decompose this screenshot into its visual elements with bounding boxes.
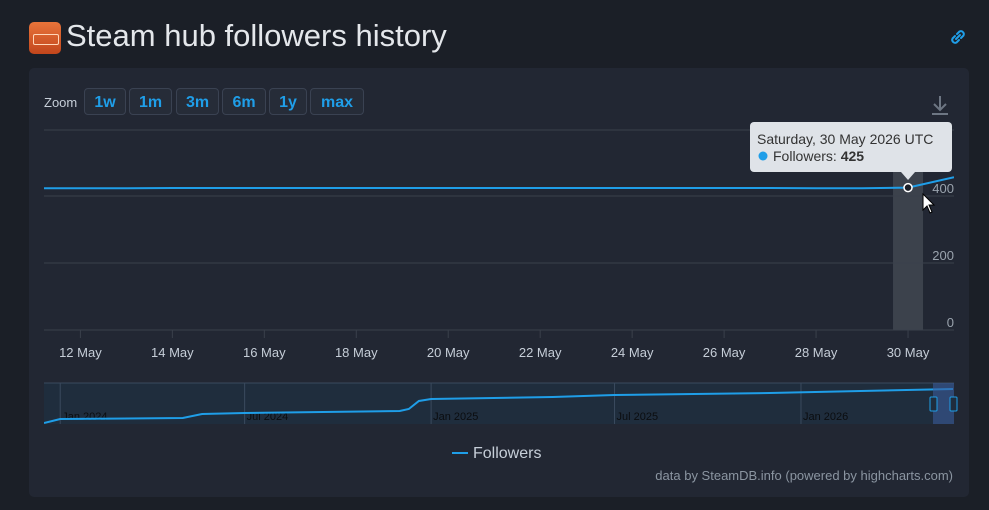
- legend-label: Followers: [473, 445, 541, 462]
- tooltip-label: Followers:: [773, 148, 837, 164]
- x-tick-label: 12 May: [59, 345, 102, 360]
- x-tick-label: 24 May: [611, 345, 654, 360]
- zoom-button[interactable]: 1w: [84, 88, 126, 115]
- zoom-button[interactable]: 1y: [269, 88, 307, 115]
- x-tick-label: 14 May: [151, 345, 194, 360]
- zoom-button[interactable]: max: [310, 88, 364, 115]
- x-tick-label: 18 May: [335, 345, 378, 360]
- x-tick-label: 22 May: [519, 345, 562, 360]
- x-tick-label: 30 May: [887, 345, 930, 360]
- series-line: [44, 176, 954, 190]
- y-tick-label: 0: [947, 315, 954, 330]
- zoom-label: Zoom: [44, 95, 78, 110]
- navigator-tick-label: Jan 2025: [433, 411, 478, 423]
- navigator-tick-label: Jan 2024: [62, 411, 107, 423]
- navigator-handle: [929, 396, 938, 412]
- tooltip-body: Followers: 425: [773, 148, 864, 164]
- zoom-button[interactable]: 1m: [129, 88, 172, 115]
- cursor: [922, 192, 936, 214]
- link-icon[interactable]: [948, 27, 968, 47]
- tooltip-title: Saturday, 30 May 2026 UTC: [757, 131, 933, 147]
- navigator-tick-label: Jul 2025: [617, 411, 659, 423]
- zoom-button[interactable]: 3m: [176, 88, 219, 115]
- navigator-bg: [44, 383, 954, 424]
- navigator-tick-label: Jan 2026: [803, 411, 848, 423]
- tooltip-pointer: [901, 172, 916, 180]
- x-tick-label: 20 May: [427, 345, 470, 360]
- tooltip-marker: [758, 151, 768, 161]
- y-tick-label: 400: [932, 181, 954, 196]
- download-icon[interactable]: [932, 96, 948, 115]
- x-tick-label: 16 May: [243, 345, 286, 360]
- x-tick-label: 28 May: [795, 345, 838, 360]
- navigator-handle: [949, 396, 958, 412]
- credits: data by SteamDB.info (powered by highcha…: [655, 468, 953, 483]
- navigator-mask: [933, 383, 954, 424]
- tooltip-value: 425: [841, 148, 865, 164]
- navigator-tick-label: Jul 2024: [247, 411, 289, 423]
- app-icon: [29, 22, 61, 54]
- page-title: Steam hub followers history: [66, 18, 447, 53]
- hover-point: [903, 182, 913, 193]
- tooltip-box: [750, 122, 952, 172]
- y-tick-label: 200: [932, 248, 954, 263]
- series-line: [44, 388, 954, 424]
- zoom-button[interactable]: 6m: [222, 88, 266, 115]
- x-tick-label: 26 May: [703, 345, 746, 360]
